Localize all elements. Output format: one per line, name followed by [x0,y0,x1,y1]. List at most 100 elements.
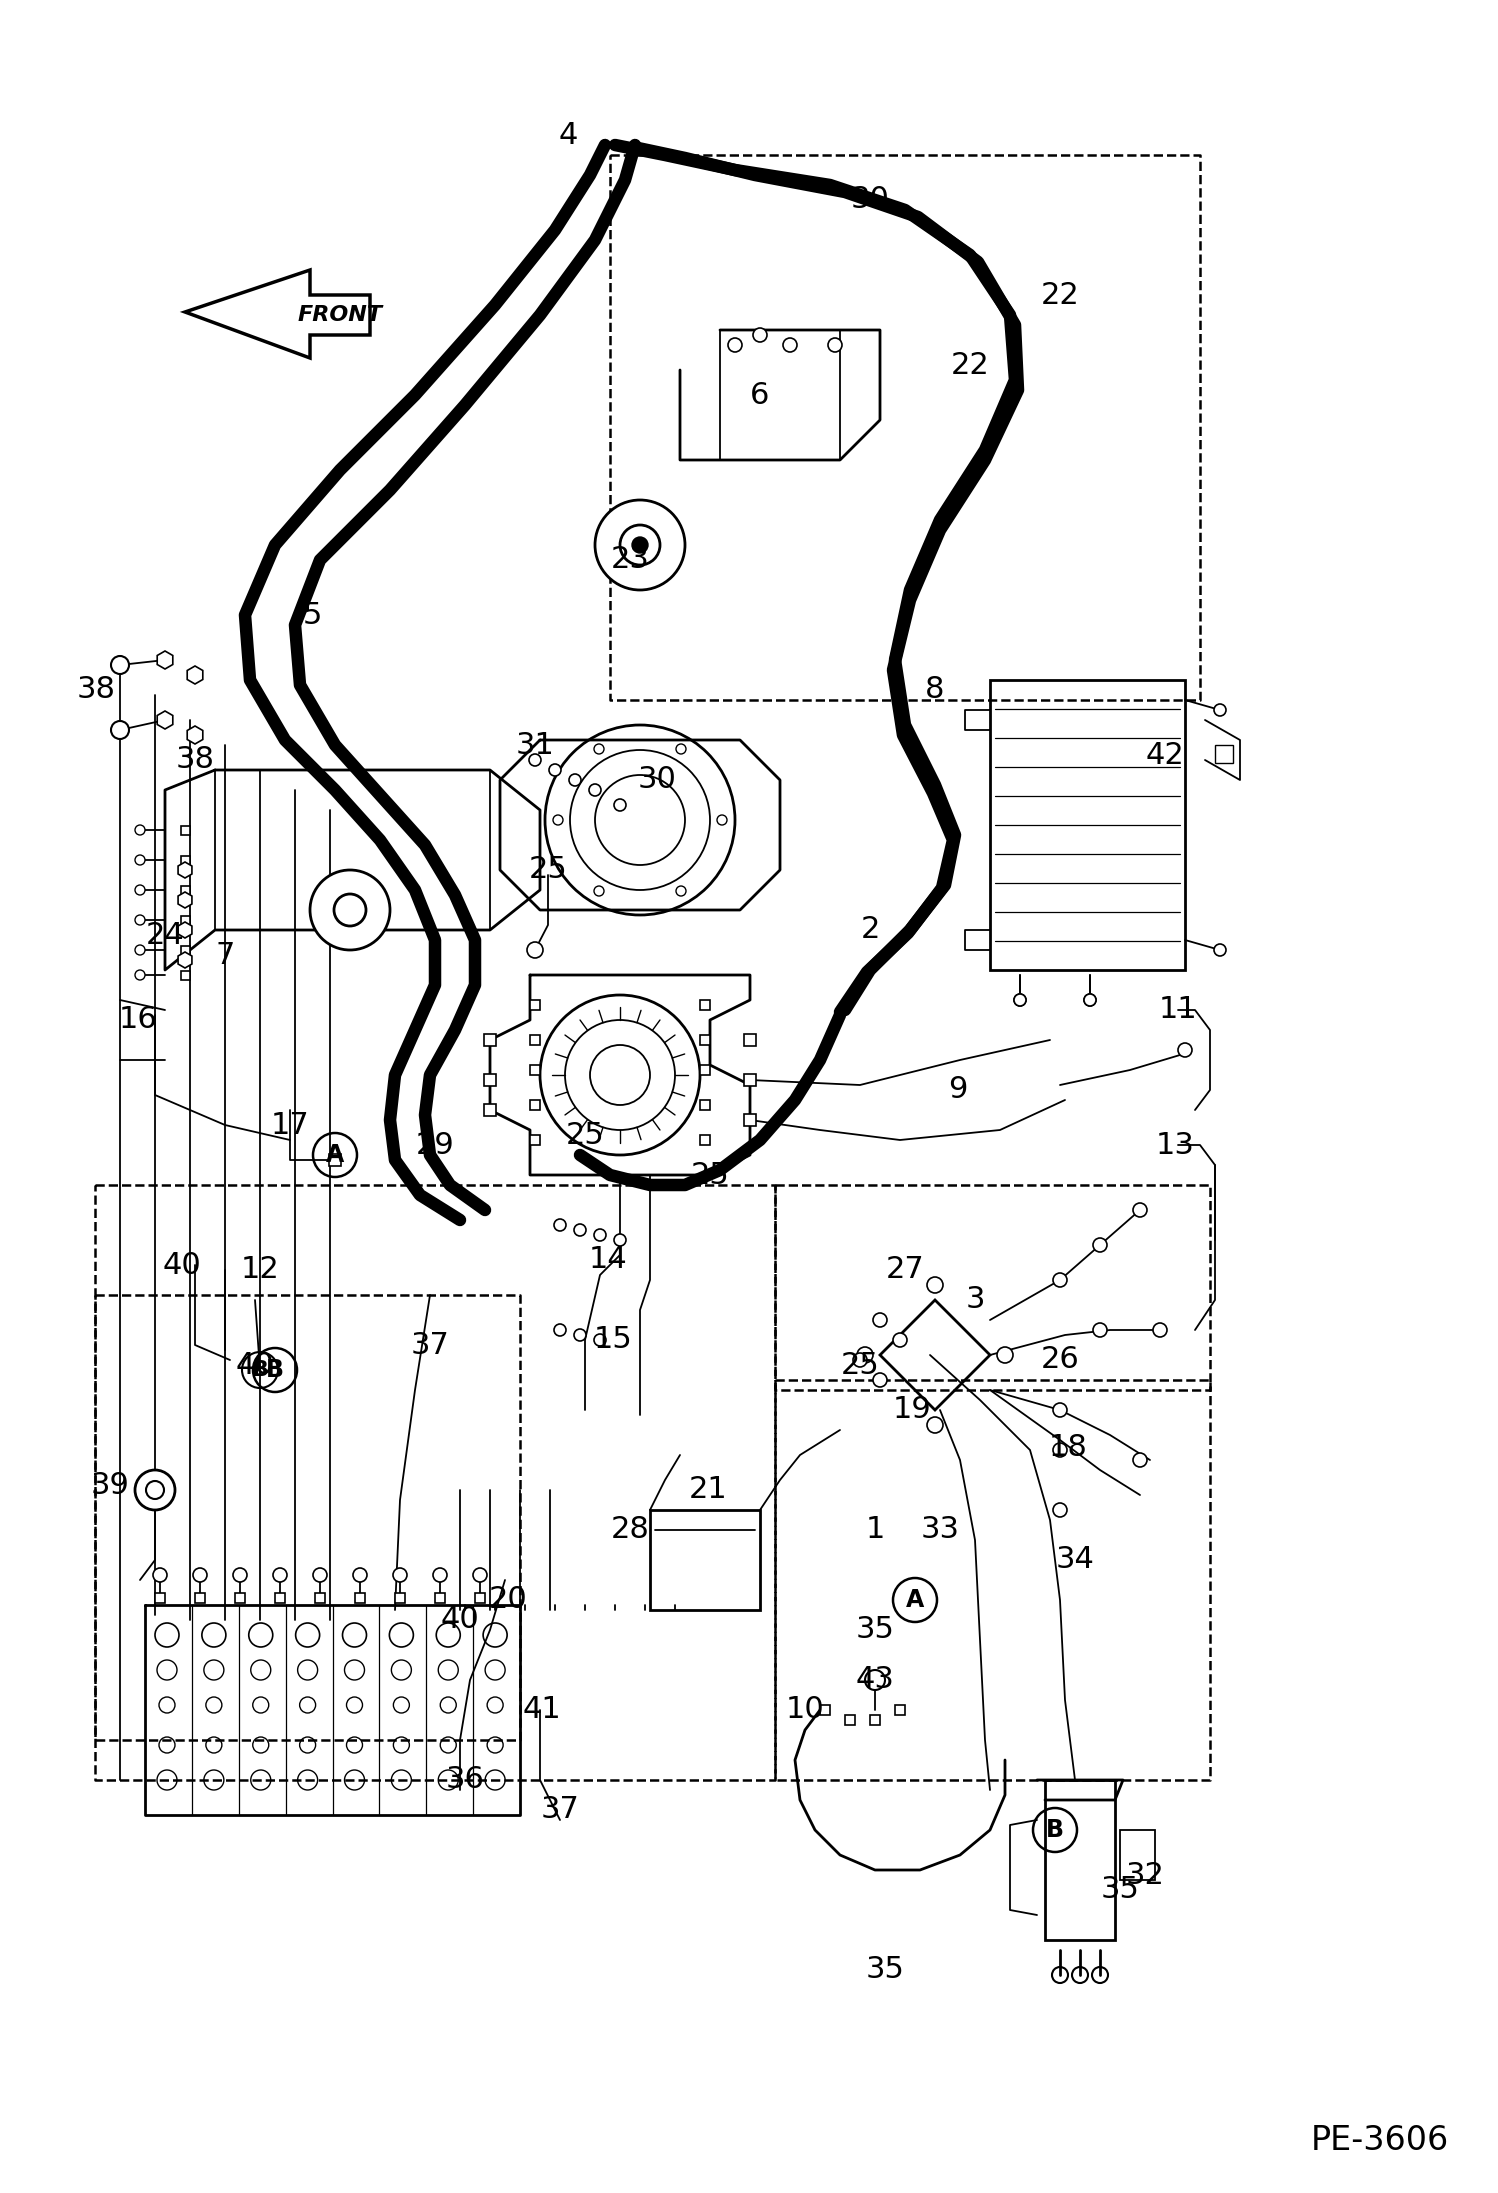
Circle shape [676,886,686,897]
Bar [154,1592,165,1603]
Text: 35: 35 [1101,1875,1140,1904]
Text: 14: 14 [589,1246,628,1274]
Circle shape [852,1353,867,1366]
Circle shape [135,886,145,895]
Circle shape [1014,993,1026,1007]
Text: B: B [252,1360,268,1379]
Text: FRONT: FRONT [298,305,382,325]
Bar [276,1592,285,1603]
Text: 20: 20 [488,1586,527,1614]
Text: 15: 15 [593,1325,632,1355]
Text: 25: 25 [566,1121,604,1149]
Text: 40: 40 [440,1605,479,1634]
Circle shape [354,1568,367,1581]
Text: A: A [906,1588,924,1612]
Bar [180,971,190,980]
Polygon shape [157,711,172,728]
Polygon shape [178,862,192,877]
Bar [235,1592,246,1603]
Bar [1046,1781,1115,1941]
Bar [315,1592,325,1603]
Circle shape [728,338,742,353]
Bar [530,1136,539,1145]
Bar [530,1035,539,1046]
Circle shape [527,943,542,958]
Circle shape [1213,704,1225,715]
Circle shape [433,1568,446,1581]
Circle shape [1177,1044,1192,1057]
Circle shape [1132,1454,1147,1467]
Circle shape [313,1568,327,1581]
Circle shape [893,1333,906,1347]
Text: 31: 31 [515,730,554,759]
Text: 5: 5 [303,601,322,629]
Circle shape [310,871,389,950]
Bar [990,680,1185,969]
Text: 37: 37 [410,1331,449,1360]
Circle shape [589,785,601,796]
Circle shape [1094,1322,1107,1338]
Circle shape [595,500,685,590]
Circle shape [529,754,541,765]
Bar [530,1000,539,1011]
Text: 35: 35 [866,1956,905,1985]
Circle shape [1053,1443,1067,1456]
Text: 4: 4 [559,121,578,149]
Circle shape [828,338,842,353]
Text: 2: 2 [860,914,879,945]
Polygon shape [187,726,202,743]
Circle shape [135,855,145,864]
Circle shape [153,1568,166,1581]
Bar [180,945,190,954]
Bar [700,1066,710,1075]
Circle shape [1085,993,1097,1007]
Circle shape [595,1333,607,1347]
Polygon shape [187,667,202,684]
Circle shape [595,1228,607,1241]
Circle shape [753,329,767,342]
Bar [180,855,190,864]
Bar [434,1592,445,1603]
Circle shape [569,774,581,785]
Circle shape [234,1568,247,1581]
Text: 40: 40 [163,1250,201,1279]
Circle shape [632,537,649,553]
Circle shape [553,816,563,825]
Text: 34: 34 [1056,1546,1095,1575]
Circle shape [548,763,560,776]
Circle shape [718,816,727,825]
Bar [700,1000,710,1011]
Circle shape [998,1347,1013,1364]
Circle shape [574,1329,586,1340]
Bar [330,1154,342,1167]
Circle shape [554,1325,566,1336]
Bar [745,1075,756,1086]
Text: 40: 40 [235,1351,274,1379]
Text: 1: 1 [866,1515,885,1544]
Text: 30: 30 [638,765,677,794]
Circle shape [614,1235,626,1246]
Text: 28: 28 [611,1515,650,1544]
Circle shape [1053,1404,1067,1417]
Circle shape [614,798,626,811]
Text: 38: 38 [76,675,115,704]
Text: 36: 36 [445,1765,484,1794]
Text: 33: 33 [920,1515,960,1544]
Text: 25: 25 [529,855,568,884]
Text: 10: 10 [785,1695,824,1724]
Circle shape [873,1373,887,1386]
Bar [484,1035,496,1046]
Text: 18: 18 [1049,1434,1088,1463]
Text: B: B [267,1357,285,1382]
Circle shape [676,743,686,754]
Circle shape [873,1314,887,1327]
Text: 21: 21 [689,1476,728,1504]
Bar [700,1035,710,1046]
Text: 9: 9 [948,1075,968,1105]
Bar [180,825,190,836]
Text: 13: 13 [1155,1132,1194,1160]
Text: A: A [327,1143,345,1167]
Text: 23: 23 [611,546,650,575]
Circle shape [135,914,145,925]
Bar [700,1101,710,1110]
